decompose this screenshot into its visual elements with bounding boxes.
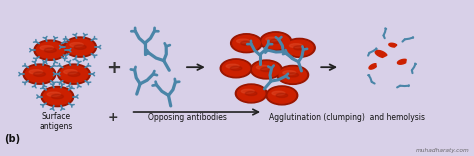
Ellipse shape xyxy=(237,86,265,101)
Ellipse shape xyxy=(268,88,296,103)
Ellipse shape xyxy=(250,60,282,79)
Ellipse shape xyxy=(58,64,90,84)
Ellipse shape xyxy=(241,89,254,93)
Ellipse shape xyxy=(226,64,239,68)
Ellipse shape xyxy=(40,46,54,50)
Ellipse shape xyxy=(276,93,288,98)
Ellipse shape xyxy=(283,38,315,57)
Ellipse shape xyxy=(74,45,86,49)
Polygon shape xyxy=(389,43,397,47)
Ellipse shape xyxy=(253,62,280,77)
Ellipse shape xyxy=(287,73,299,77)
Text: (b): (b) xyxy=(4,134,20,144)
Ellipse shape xyxy=(60,66,88,82)
Ellipse shape xyxy=(236,84,267,103)
Ellipse shape xyxy=(68,72,80,76)
Ellipse shape xyxy=(51,94,64,99)
Ellipse shape xyxy=(43,88,72,105)
Ellipse shape xyxy=(262,34,290,49)
Ellipse shape xyxy=(241,41,252,45)
Ellipse shape xyxy=(266,86,298,105)
Polygon shape xyxy=(375,51,387,57)
Ellipse shape xyxy=(293,46,305,50)
Ellipse shape xyxy=(246,91,257,96)
Ellipse shape xyxy=(277,65,309,84)
Ellipse shape xyxy=(36,42,64,58)
Ellipse shape xyxy=(220,59,252,78)
Ellipse shape xyxy=(64,70,77,74)
Ellipse shape xyxy=(256,65,269,69)
Text: +: + xyxy=(108,111,118,124)
Ellipse shape xyxy=(29,70,43,74)
Ellipse shape xyxy=(34,72,46,76)
Ellipse shape xyxy=(66,39,94,55)
Text: Agglutination (clumping)  and hemolysis: Agglutination (clumping) and hemolysis xyxy=(269,113,425,122)
Ellipse shape xyxy=(290,44,302,48)
Text: +: + xyxy=(106,59,121,77)
Ellipse shape xyxy=(222,61,250,76)
Text: muhadharaty.com: muhadharaty.com xyxy=(416,148,470,153)
Ellipse shape xyxy=(237,39,249,43)
Ellipse shape xyxy=(231,34,262,53)
Ellipse shape xyxy=(272,91,285,95)
Ellipse shape xyxy=(44,48,56,52)
Ellipse shape xyxy=(70,43,83,47)
Ellipse shape xyxy=(47,92,61,96)
Ellipse shape xyxy=(34,40,67,60)
Ellipse shape xyxy=(270,39,282,43)
Ellipse shape xyxy=(286,40,313,56)
Ellipse shape xyxy=(233,35,260,51)
Polygon shape xyxy=(369,64,376,69)
Ellipse shape xyxy=(25,66,54,82)
Ellipse shape xyxy=(261,67,272,72)
Ellipse shape xyxy=(279,67,307,83)
Ellipse shape xyxy=(266,37,279,41)
Ellipse shape xyxy=(283,71,296,75)
Ellipse shape xyxy=(230,66,242,71)
Text: Surface
antigens: Surface antigens xyxy=(40,112,73,131)
Polygon shape xyxy=(398,59,406,64)
Ellipse shape xyxy=(64,37,96,57)
Ellipse shape xyxy=(23,64,56,84)
Ellipse shape xyxy=(41,87,74,107)
Ellipse shape xyxy=(260,32,292,51)
Text: Opposing antibodies: Opposing antibodies xyxy=(148,113,227,122)
